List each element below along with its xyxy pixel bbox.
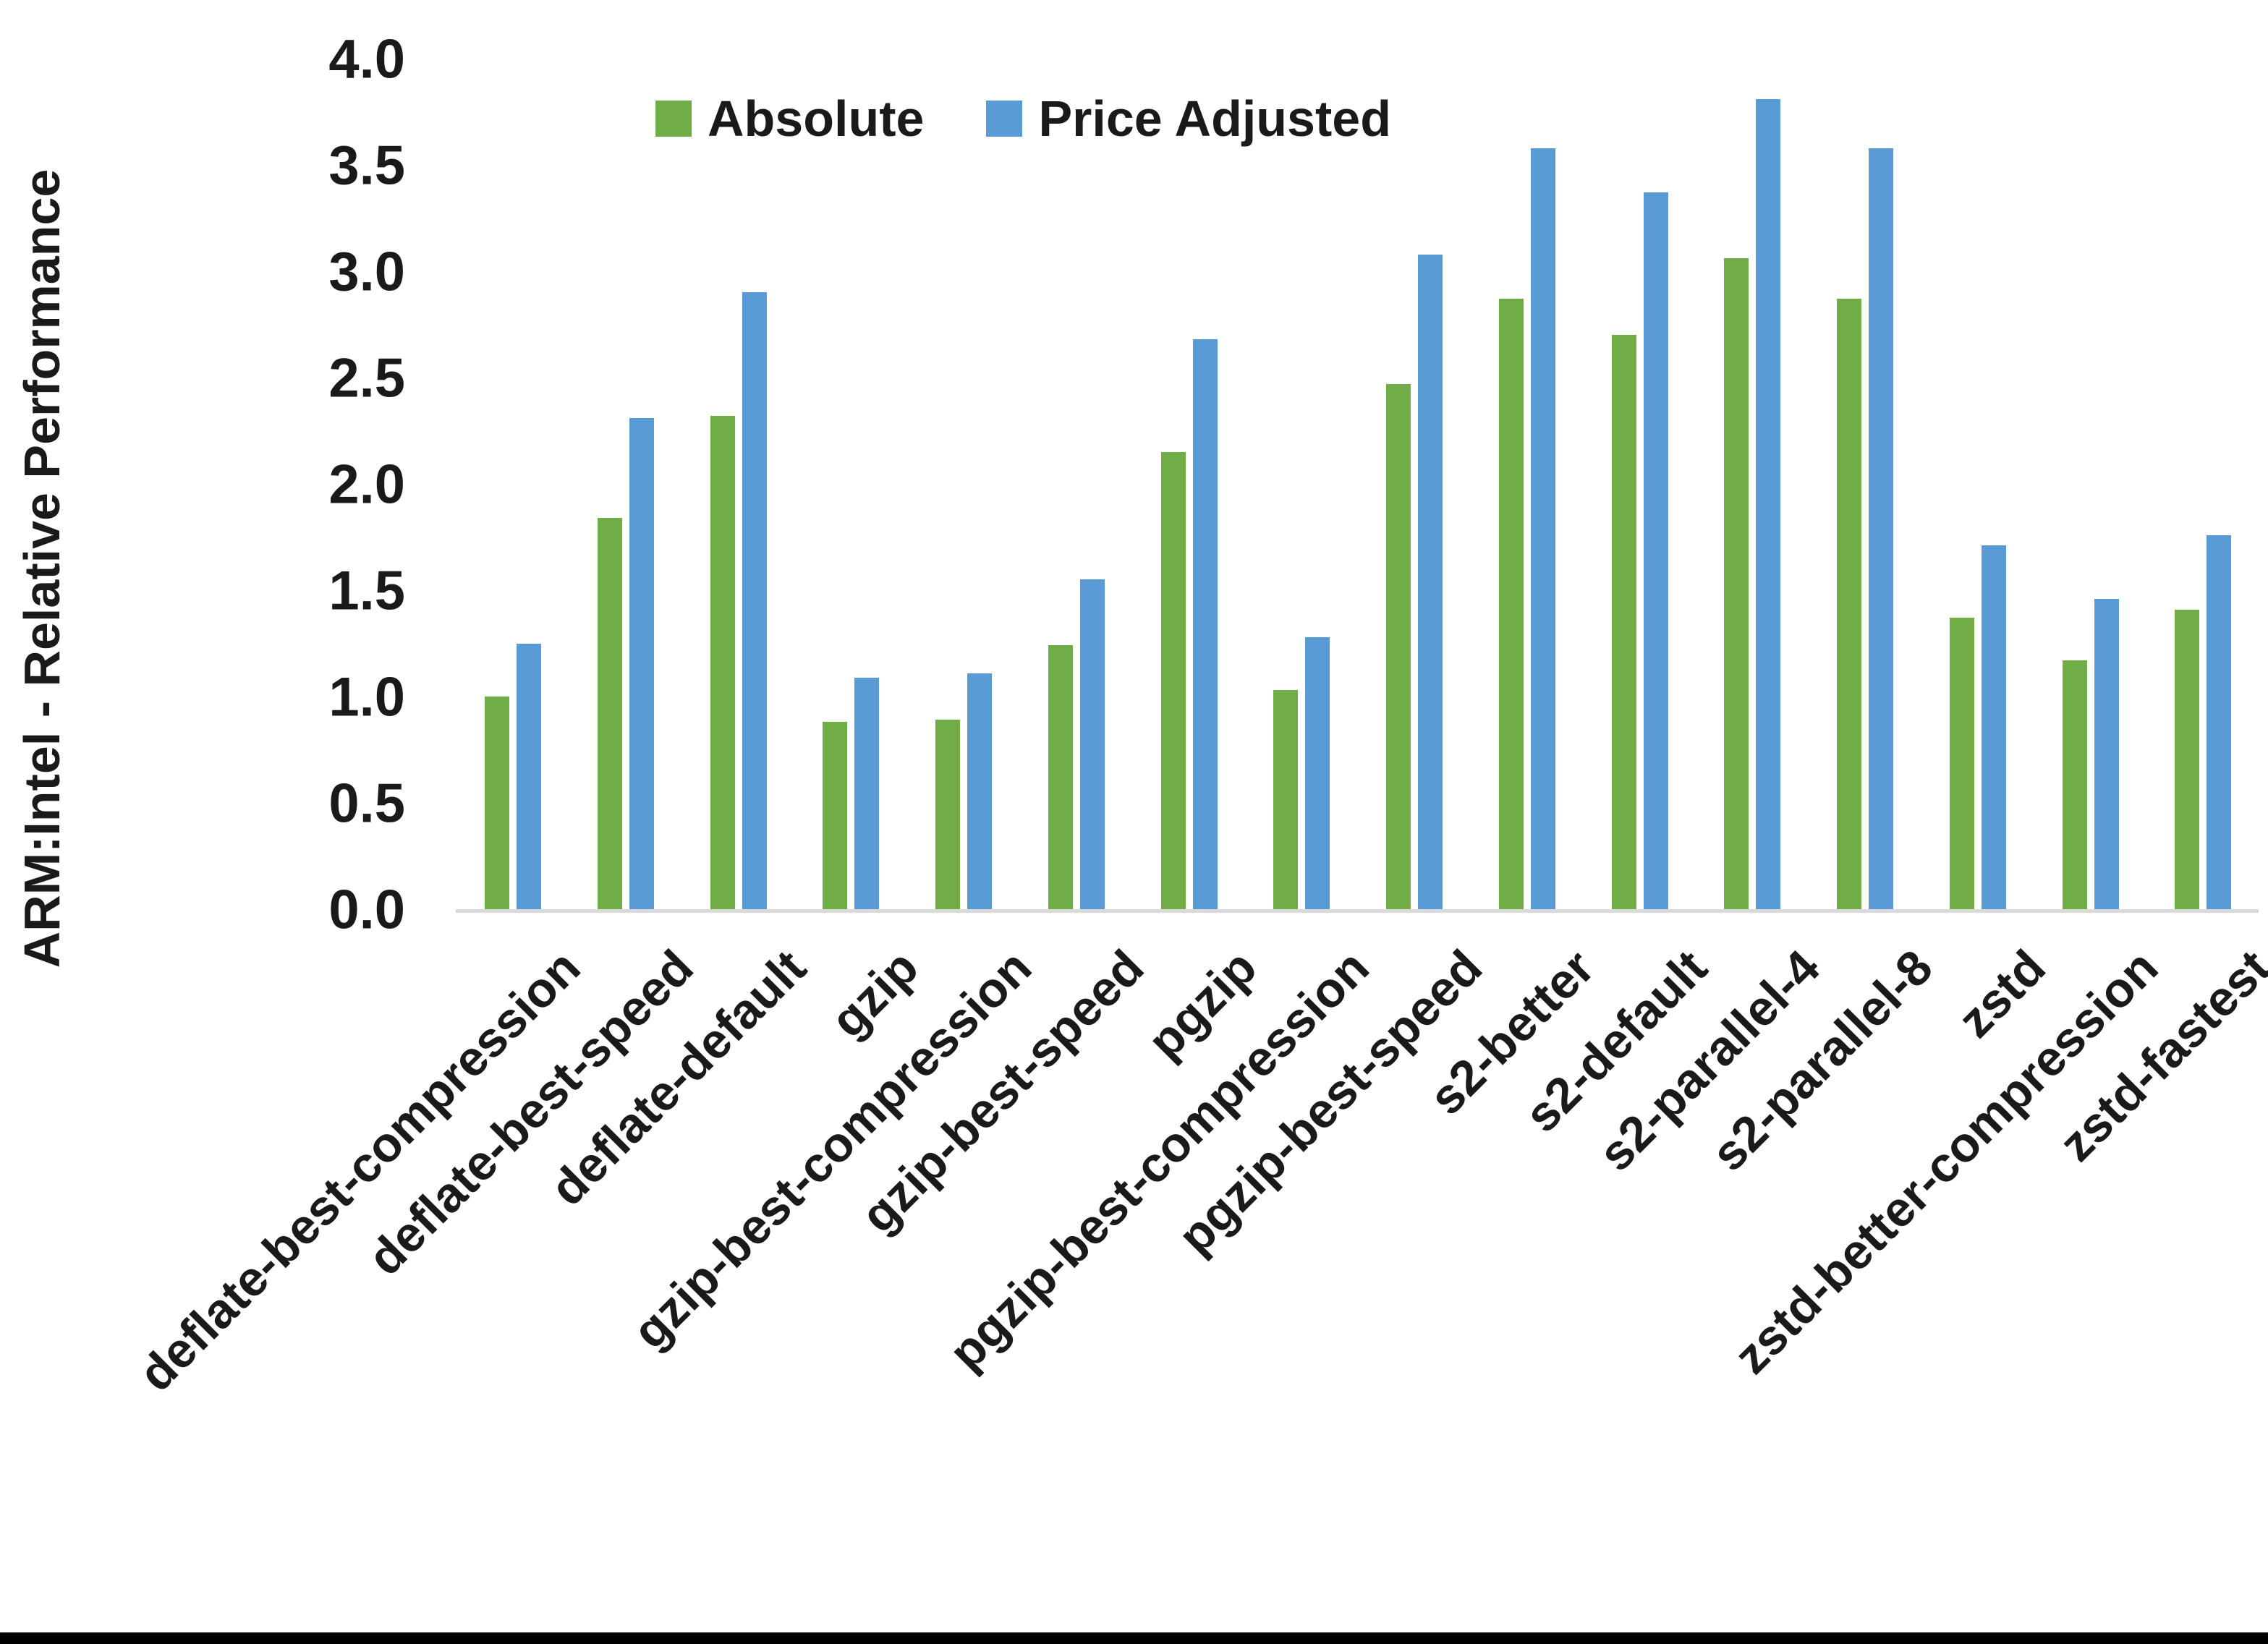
bar-price-adjusted-s2-parallel-4 [1756,99,1780,911]
bar-absolute-deflate-best-compression [485,697,509,911]
y-tick-label: 0.0 [328,879,405,941]
bar-price-adjusted-deflate-best-compression [517,644,541,911]
bar-absolute-deflate-default [710,416,735,911]
bar-price-adjusted-zstd-better-compression [2094,599,2119,911]
bar-absolute-s2-better [1499,299,1524,911]
bar-price-adjusted-gzip-best-speed [1080,579,1105,911]
bottom-border [0,1632,2268,1644]
legend: Absolute Price Adjusted [655,90,1435,148]
bar-price-adjusted-zstd [1982,545,2006,911]
bar-absolute-deflate-best-speed [598,518,622,911]
bar-absolute-pgzip [1161,452,1186,911]
legend-label-absolute: Absolute [708,90,925,147]
bar-price-adjusted-s2-parallel-8 [1869,148,1893,911]
bar-absolute-gzip [823,722,847,911]
y-tick-label: 4.0 [328,28,405,90]
bar-absolute-zstd-fastest [2175,610,2199,911]
bar-absolute-zstd [1950,618,1974,911]
bar-absolute-s2-default [1612,335,1636,911]
bar-absolute-gzip-best-compression [935,720,960,911]
legend-item-absolute: Absolute [655,90,924,148]
bar-absolute-pgzip-best-compression [1273,690,1298,911]
legend-swatch-absolute-icon [655,101,692,137]
bar-price-adjusted-s2-better [1531,148,1555,911]
bar-price-adjusted-pgzip-best-speed [1418,255,1443,911]
y-tick-label: 2.0 [328,453,405,516]
bar-price-adjusted-deflate-best-speed [629,418,654,911]
bar-price-adjusted-deflate-default [742,292,767,911]
bar-absolute-zstd-better-compression [2063,660,2087,911]
bar-price-adjusted-s2-default [1644,192,1668,911]
bar-price-adjusted-zstd-fastest [2207,535,2231,911]
bar-absolute-gzip-best-speed [1048,645,1073,911]
y-tick-label: 1.5 [328,560,405,622]
y-tick-label: 2.5 [328,347,405,409]
bar-price-adjusted-pgzip [1193,339,1218,911]
y-tick-label: 0.5 [328,772,405,835]
bar-absolute-s2-parallel-8 [1837,299,1861,911]
category-label-deflate-best-compression: deflate-best-compression [128,940,591,1402]
bar-absolute-pgzip-best-speed [1386,384,1411,911]
y-tick-label: 1.0 [328,666,405,728]
y-tick-label: 3.5 [328,135,405,197]
bar-absolute-s2-parallel-4 [1724,258,1749,911]
x-axis-line [456,909,2259,913]
y-axis-title: ARM:Intel - Relative Performance [14,169,70,968]
bar-price-adjusted-pgzip-best-compression [1305,637,1330,911]
legend-label-price-adjusted: Price Adjusted [1038,90,1391,147]
legend-item-price-adjusted: Price Adjusted [986,90,1391,148]
bar-price-adjusted-gzip [854,678,879,911]
legend-swatch-price-adjusted-icon [986,101,1023,137]
bar-price-adjusted-gzip-best-compression [967,673,992,911]
y-tick-label: 3.0 [328,241,405,303]
